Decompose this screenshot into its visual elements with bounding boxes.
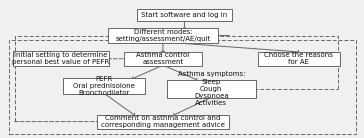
Text: Initial setting to determine
personal best value of PEFR: Initial setting to determine personal be… (12, 52, 110, 65)
FancyBboxPatch shape (108, 28, 218, 43)
FancyBboxPatch shape (63, 78, 145, 94)
Text: Asthma control
assessment: Asthma control assessment (136, 52, 190, 65)
FancyBboxPatch shape (167, 80, 256, 98)
FancyBboxPatch shape (124, 52, 202, 66)
Text: Choose the reasons
for AE: Choose the reasons for AE (265, 52, 333, 65)
Text: Comment on asthma control and
corresponding management advice: Comment on asthma control and correspond… (101, 115, 225, 128)
Text: Start software and log in: Start software and log in (141, 12, 228, 18)
FancyBboxPatch shape (136, 9, 232, 21)
Text: Different modes:
setting/assessment/AE/quit: Different modes: setting/assessment/AE/q… (115, 29, 211, 42)
FancyBboxPatch shape (13, 51, 109, 67)
FancyBboxPatch shape (97, 115, 229, 129)
Text: PEFR
Oral prednisolone
Bronchodilator: PEFR Oral prednisolone Bronchodilator (73, 76, 135, 96)
Text: Asthma symptoms:
Sleep
Cough
Dyspnoea
Activities: Asthma symptoms: Sleep Cough Dyspnoea Ac… (178, 71, 245, 106)
FancyBboxPatch shape (258, 52, 340, 66)
